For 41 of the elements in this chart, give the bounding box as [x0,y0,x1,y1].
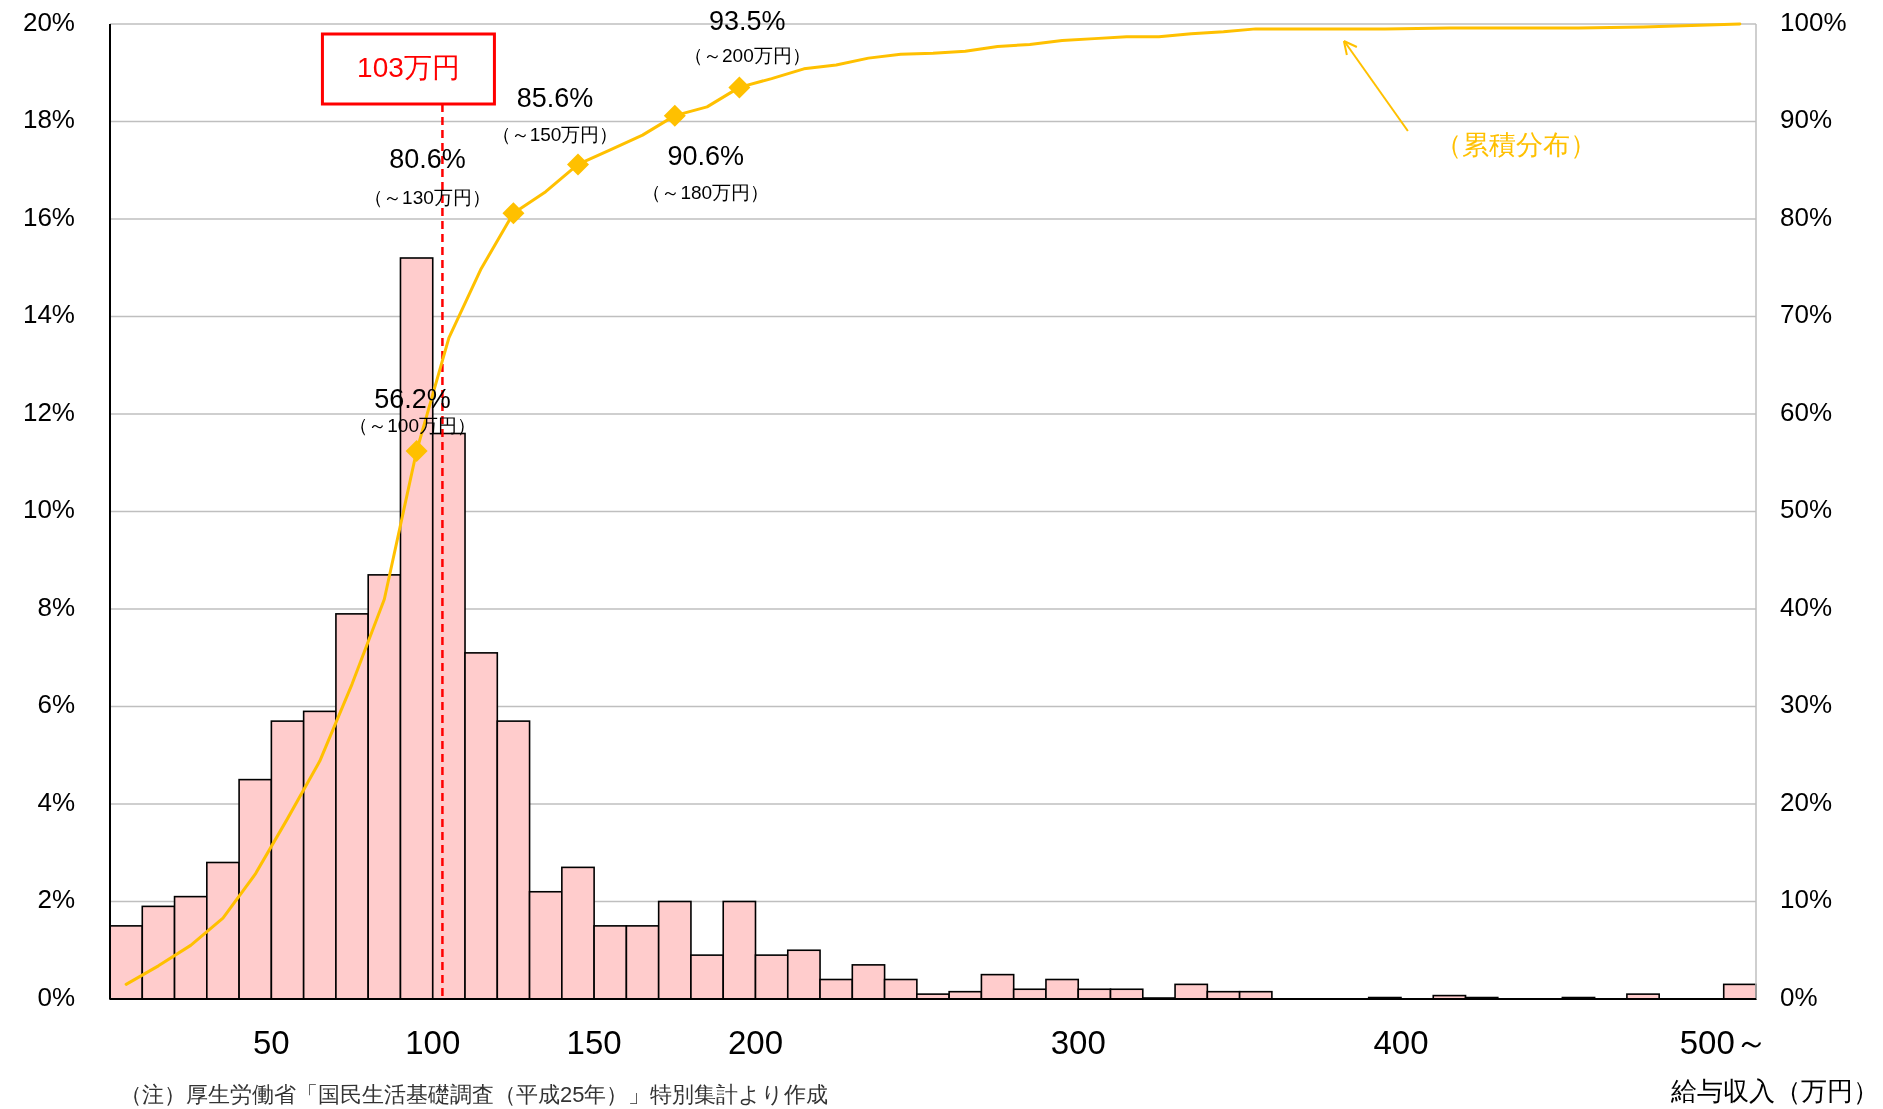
y2-tick-label: 100% [1780,6,1847,37]
annotation: （～180万円） [642,181,770,203]
data-label: 85.6% [516,82,594,113]
y2-tick-label: 70% [1780,299,1833,330]
y2-tick-label: 0% [1780,981,1818,1012]
y2-tick-label: 50% [1780,494,1833,525]
y-tick-label: 4% [37,786,75,817]
y-tick-label: 14% [22,299,75,330]
x-tick-label: 150 [566,1023,622,1061]
text: （注）厚生労働省「国民生活基礎調査（平成25年）」特別集計より作成 [120,1081,829,1107]
x-tick-label: 500～ [1679,1023,1768,1061]
x-tick-label: 50 [253,1023,290,1061]
x-tick-label: 100 [405,1023,461,1061]
y-tick-label: 10% [22,494,75,525]
y-tick-label: 2% [37,884,75,915]
y2-tick-label: 80% [1780,201,1833,232]
x-tick-label: 200 [727,1023,784,1061]
annotation: （～130万円） [364,187,491,209]
x-tick-label: 400 [1373,1023,1429,1061]
y2-tick-label: 20% [1780,786,1833,817]
y-tick-label: 18% [22,104,75,135]
x-tick-label: 300 [1050,1023,1106,1061]
y-tick-label: 6% [37,689,75,720]
y-tick-label: 16% [22,201,75,232]
y2-tick-label: 30% [1780,689,1833,720]
annotation: （～200万円） [684,45,811,67]
y2-tick-label: 60% [1780,396,1833,427]
data-label: 80.6% [389,144,466,175]
annotation: （～150万円） [491,124,619,146]
y-tick-label: 20% [22,6,75,37]
y-tick-label: 12% [22,396,75,427]
y2-tick-label: 40% [1780,591,1833,622]
y2-tick-label: 10% [1780,884,1833,915]
annotation: （累積分布） [1434,130,1597,161]
x-axis-title: 給与収入（万円） [1670,1075,1879,1106]
y2-tick-label: 90% [1780,104,1833,135]
y-tick-label: 0% [37,981,75,1012]
data-label: 90.6% [667,140,745,171]
ref-line-label: 103万円 [357,52,460,84]
y-tick-label: 8% [37,591,75,622]
data-label: 93.5% [709,5,786,36]
